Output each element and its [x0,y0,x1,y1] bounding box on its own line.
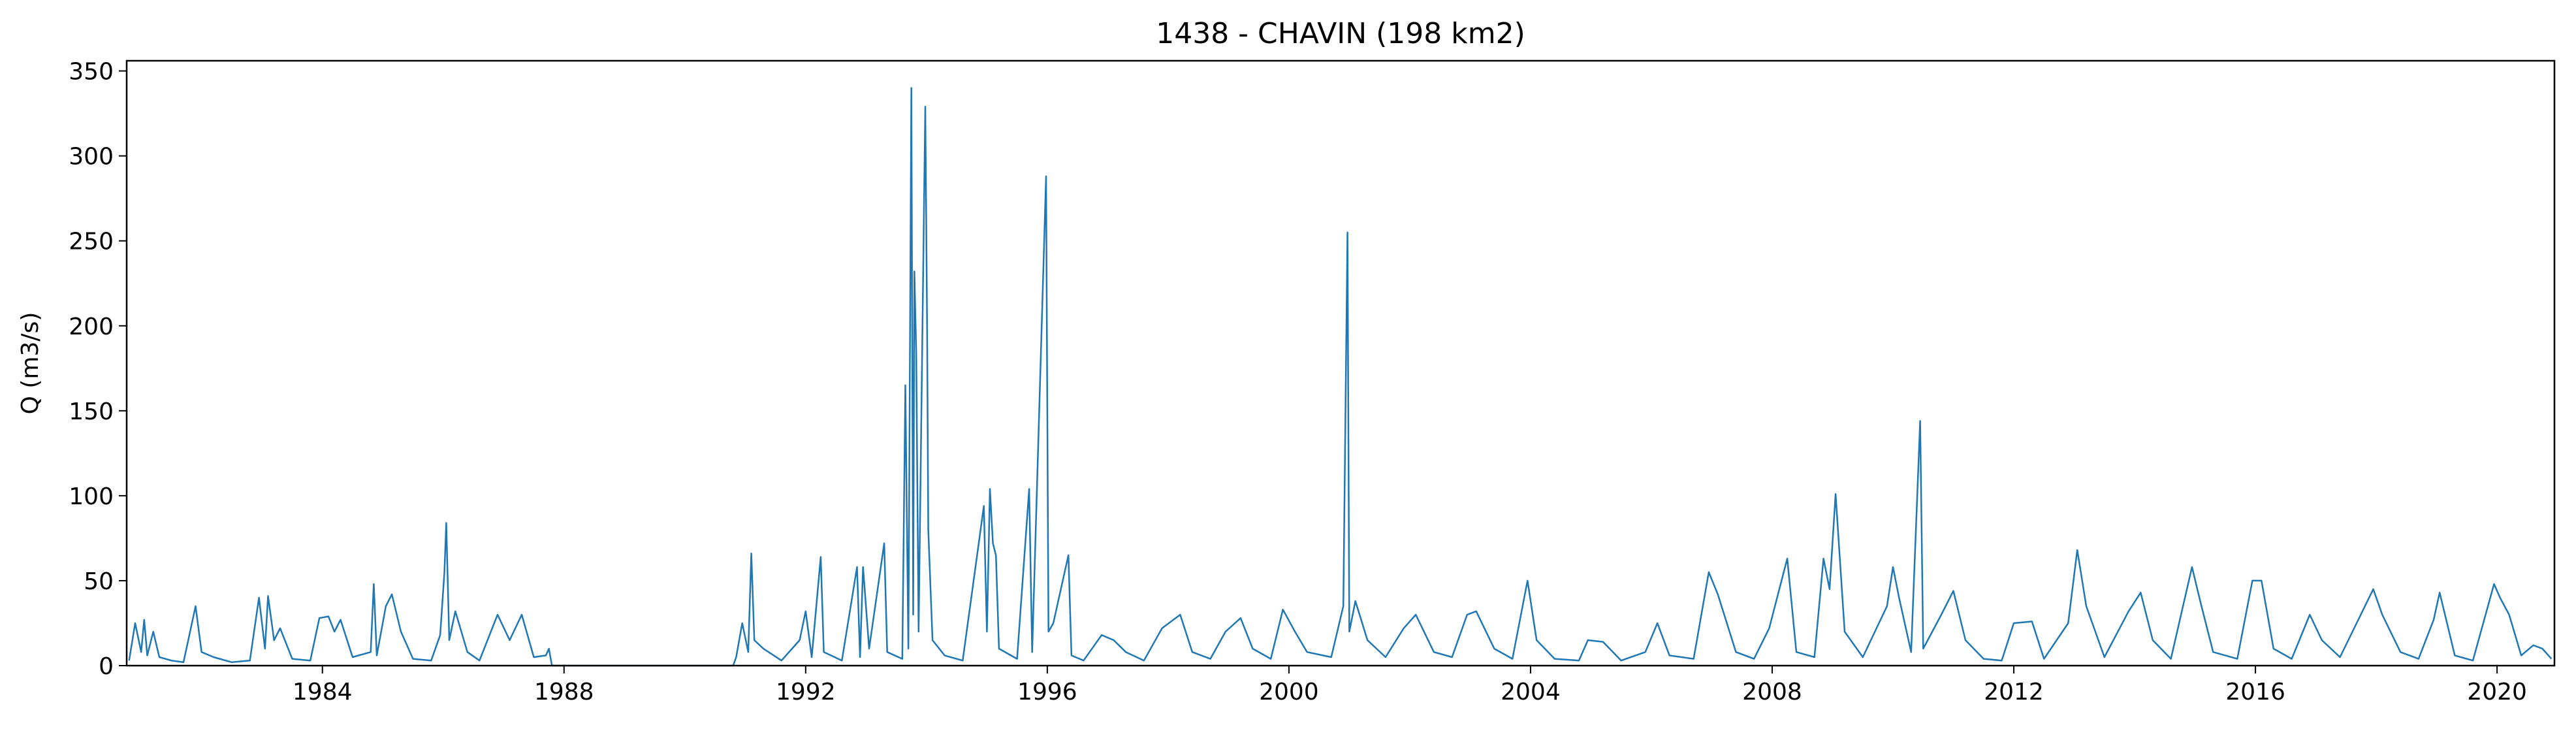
x-tick-label: 1992 [776,679,836,705]
x-tick-label: 1988 [534,679,594,705]
discharge-line [128,87,2552,667]
y-axis-label: Q (m3/s) [17,312,44,415]
x-tick-label: 2020 [2467,679,2527,705]
chart-title: 1438 - CHAVIN (198 km2) [1156,17,1525,50]
x-tick-label: 2004 [1501,679,1561,705]
x-tick-label: 1996 [1017,679,1077,705]
y-tick-label: 250 [69,229,114,255]
y-tick-label: 150 [69,398,114,425]
y-tick-label: 200 [69,314,114,340]
y-tick-label: 300 [69,144,114,170]
plot-frame [125,59,2556,667]
y-tick-label: 350 [69,59,114,86]
x-tick-label: 2000 [1259,679,1319,705]
x-tick-label: 2012 [1984,679,2044,705]
y-tick-label: 0 [99,653,114,680]
x-tick-label: 2016 [2225,679,2285,705]
x-tick-label: 2008 [1742,679,1802,705]
y-tick-label: 100 [69,483,114,510]
x-tick-label: 1984 [293,679,353,705]
y-tick-label: 50 [84,568,114,595]
